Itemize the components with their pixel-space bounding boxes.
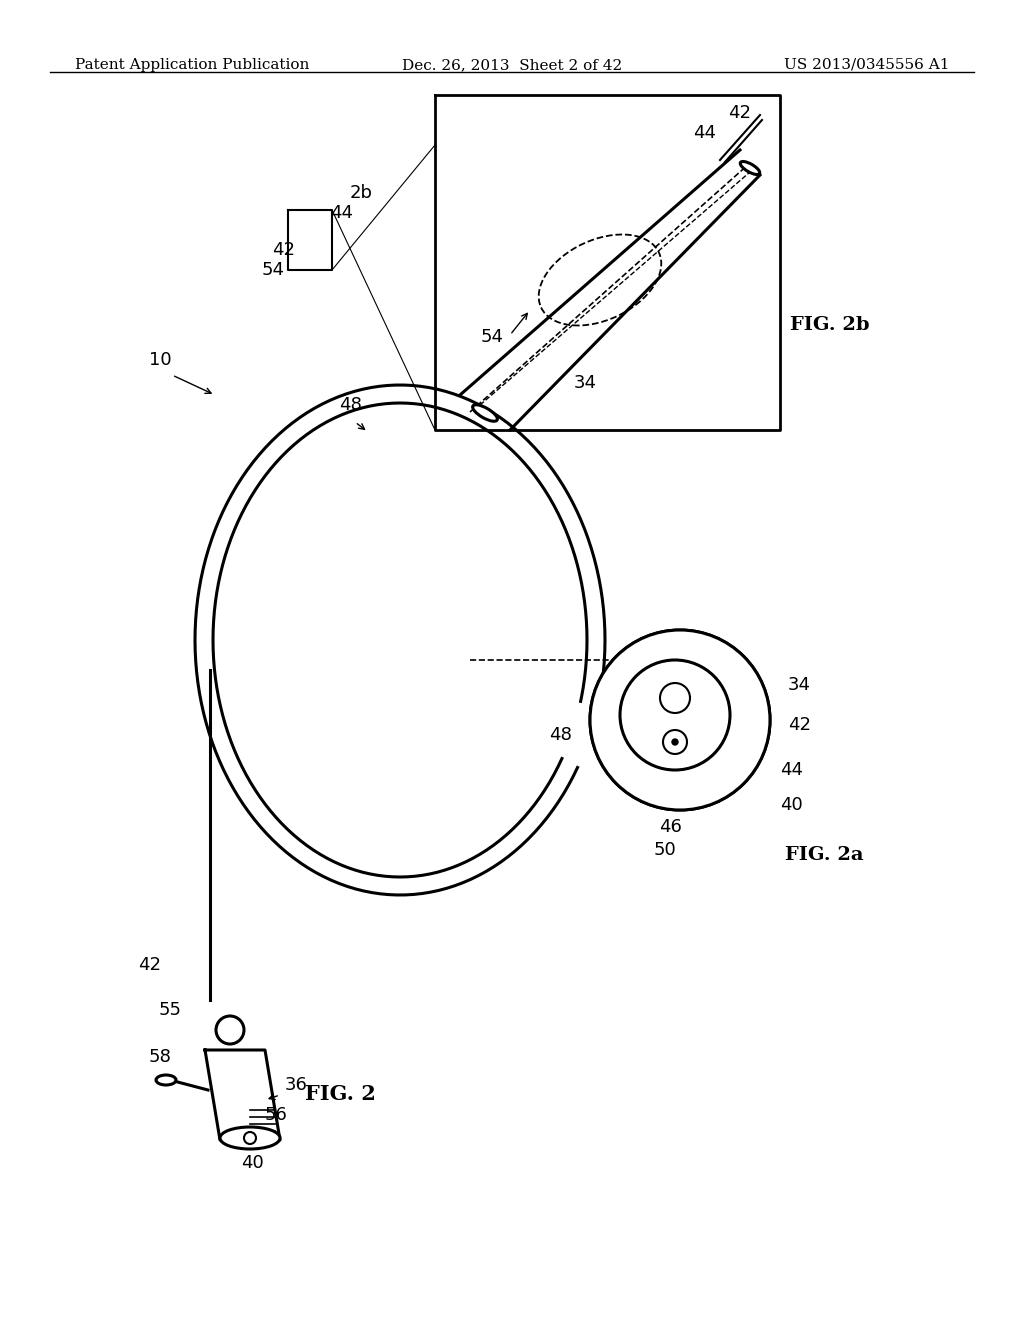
Text: 44: 44 — [780, 762, 803, 779]
Ellipse shape — [220, 1127, 280, 1148]
Text: 42: 42 — [138, 956, 162, 974]
Text: 34: 34 — [573, 374, 597, 392]
Text: 40: 40 — [780, 796, 803, 814]
Text: 55: 55 — [159, 1001, 182, 1019]
Circle shape — [590, 630, 770, 810]
Text: 48: 48 — [625, 651, 648, 669]
Text: 54: 54 — [262, 261, 285, 279]
Text: 2b: 2b — [350, 183, 373, 202]
Ellipse shape — [740, 161, 760, 174]
Text: 48: 48 — [339, 396, 361, 414]
Ellipse shape — [156, 1074, 176, 1085]
Circle shape — [663, 730, 687, 754]
Text: 42: 42 — [728, 104, 752, 121]
Text: 42: 42 — [272, 242, 295, 259]
Text: 50: 50 — [653, 841, 677, 859]
Circle shape — [216, 1016, 244, 1044]
Text: 46: 46 — [658, 818, 681, 836]
Circle shape — [672, 739, 678, 744]
Circle shape — [244, 1133, 256, 1144]
Text: 54: 54 — [480, 327, 504, 346]
Text: Dec. 26, 2013  Sheet 2 of 42: Dec. 26, 2013 Sheet 2 of 42 — [401, 58, 623, 73]
Ellipse shape — [473, 405, 498, 421]
Text: 44: 44 — [693, 124, 717, 143]
Text: FIG. 2a: FIG. 2a — [785, 846, 863, 865]
Text: Patent Application Publication: Patent Application Publication — [75, 58, 309, 73]
Text: US 2013/0345556 A1: US 2013/0345556 A1 — [784, 58, 950, 73]
Text: 44: 44 — [330, 205, 353, 222]
Text: 10: 10 — [148, 351, 171, 370]
Text: FIG. 2b: FIG. 2b — [790, 315, 869, 334]
Circle shape — [590, 630, 770, 810]
Text: 58: 58 — [148, 1048, 171, 1067]
Text: 34: 34 — [788, 676, 811, 694]
Text: FIG. 2: FIG. 2 — [304, 1084, 376, 1104]
Circle shape — [620, 660, 730, 770]
Text: 48: 48 — [549, 726, 572, 744]
Text: 42: 42 — [788, 715, 811, 734]
Text: 40: 40 — [241, 1154, 263, 1172]
Circle shape — [660, 682, 690, 713]
Text: 56: 56 — [265, 1106, 288, 1125]
Text: 36: 36 — [285, 1076, 308, 1094]
